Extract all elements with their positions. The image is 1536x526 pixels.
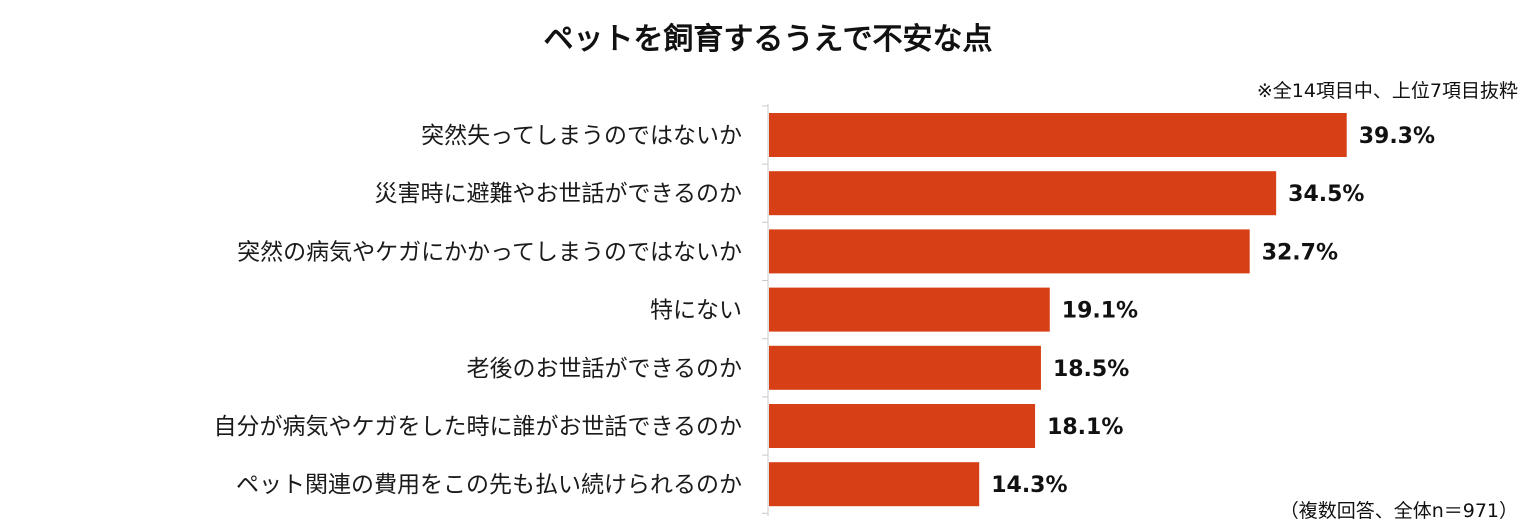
value-label: 34.5% bbox=[1288, 182, 1364, 207]
chart-title: ペットを飼育するうえで不安な点 bbox=[543, 22, 993, 57]
value-label: 39.3% bbox=[1359, 124, 1435, 149]
value-label: 14.3% bbox=[991, 473, 1067, 498]
bar bbox=[769, 113, 1347, 157]
bar bbox=[769, 229, 1250, 274]
category-label: 老後のお世話ができるのか bbox=[466, 356, 742, 382]
bar bbox=[769, 345, 1041, 390]
chart-footnote: （複数回答、全体n＝971） bbox=[1279, 500, 1518, 522]
category-label: 災害時に避難やお世話ができるのか bbox=[374, 181, 742, 207]
category-label: ペット関連の費用をこの先も払い続けられるのか bbox=[236, 472, 742, 498]
category-label: 突然の病気やケガにかかってしまうのではないか bbox=[237, 239, 742, 265]
bar bbox=[769, 287, 1050, 332]
bar bbox=[769, 171, 1277, 216]
value-label: 18.1% bbox=[1047, 415, 1123, 440]
bar bbox=[769, 404, 1036, 448]
value-label: 32.7% bbox=[1262, 240, 1338, 265]
category-label: 自分が病気やケガをした時に誰がお世話できるのか bbox=[213, 414, 742, 440]
category-label: 突然失ってしまうのではないか bbox=[421, 123, 742, 149]
value-label: 18.5% bbox=[1053, 357, 1129, 382]
category-label: 特にない bbox=[650, 298, 742, 324]
chart-note: ※全14項目中、上位7項目抜粋 bbox=[1256, 80, 1518, 102]
value-label: 19.1% bbox=[1062, 299, 1138, 324]
bar bbox=[769, 462, 980, 507]
